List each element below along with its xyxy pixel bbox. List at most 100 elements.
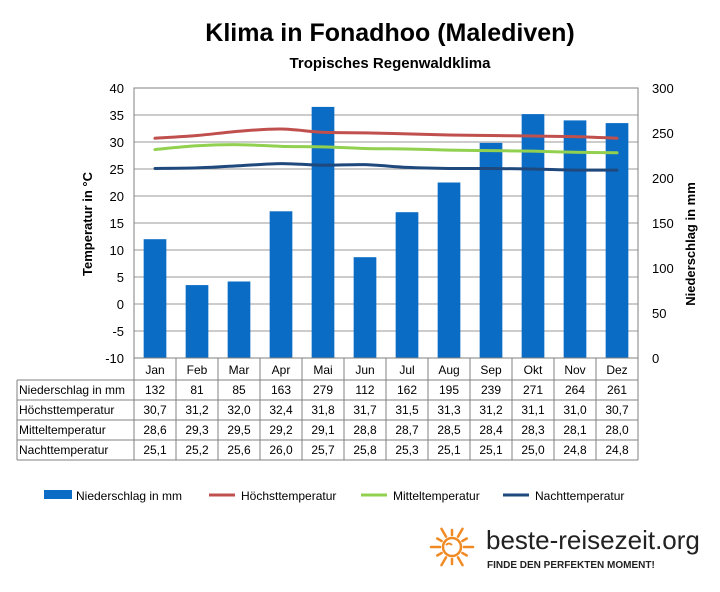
data-label: 28,3: [521, 423, 545, 437]
left-tick-label: 15: [110, 216, 124, 231]
data-label: 30,7: [143, 403, 167, 417]
sun-disc: [441, 536, 463, 558]
category-label: Jun: [355, 363, 374, 377]
left-tick-label: 25: [110, 162, 124, 177]
data-label: 28,6: [143, 423, 167, 437]
category-label: Sep: [480, 363, 502, 377]
data-label: 31,7: [353, 403, 377, 417]
category-label: Feb: [187, 363, 208, 377]
legend-item: Niederschlag in mm: [76, 489, 182, 503]
chart-subtitle: Tropisches Regenwaldklima: [290, 55, 492, 72]
legend-item: Höchsttemperatur: [241, 489, 336, 503]
precipitation-bar: [521, 114, 545, 358]
right-tick-label: 250: [652, 126, 674, 141]
precipitation-bar: [311, 106, 335, 359]
data-label: 31,2: [479, 403, 503, 417]
data-label: 28,8: [353, 423, 377, 437]
data-label: 25,8: [353, 443, 377, 457]
data-label: 28,5: [437, 423, 461, 437]
data-label: 24,8: [563, 443, 587, 457]
left-tick-label: -5: [112, 324, 124, 339]
category-label: Jul: [399, 363, 414, 377]
category-label: Nov: [564, 363, 585, 377]
precipitation-bar: [395, 212, 419, 358]
data-label: 195: [439, 383, 459, 397]
data-label: 112: [355, 383, 374, 397]
right-tick-label: 150: [652, 216, 674, 231]
temperature-lines: [153, 127, 619, 172]
data-label: 25,3: [395, 443, 419, 457]
brand-name: beste-reisezeit.org: [486, 525, 700, 555]
table-row-header: Höchsttemperatur: [19, 403, 114, 417]
data-label: 25,1: [143, 443, 167, 457]
data-table: Jan Feb Mar Apr Mai Jun Jul Aug Sep Okt Nov Dez Nied…: [16, 358, 639, 461]
brand-slogan: FINDE DEN PERFEKTEN MOMENT!: [487, 560, 655, 571]
category-label: Dez: [606, 363, 627, 377]
data-label: 271: [523, 383, 543, 397]
data-label: 132: [145, 383, 165, 397]
left-tick-label: 20: [110, 189, 124, 204]
data-label: 25,1: [479, 443, 503, 457]
grid-lines: [134, 87, 638, 359]
data-label: 239: [481, 383, 501, 397]
right-tick-label: 50: [652, 306, 666, 321]
data-label: 29,1: [311, 423, 335, 437]
data-label: 163: [271, 383, 291, 397]
data-label: 264: [565, 383, 585, 397]
right-tick-label: 200: [652, 171, 674, 186]
left-tick-label: 35: [110, 108, 124, 123]
data-label: 25,6: [227, 443, 251, 457]
sun-icon: [429, 527, 475, 567]
data-label: 25,1: [437, 443, 461, 457]
data-label: 279: [313, 383, 333, 397]
left-tick-label: 5: [117, 270, 124, 285]
data-label: 29,2: [269, 423, 293, 437]
left-axis-title: Temperatur in °C: [80, 171, 95, 276]
right-tick-label: 100: [652, 261, 674, 276]
sun-ray: [456, 556, 464, 567]
data-label: 31,8: [311, 403, 335, 417]
brand-logo: beste-reisezeit.org FINDE DEN PERFEKTEN …: [429, 525, 700, 571]
right-tick-label: 0: [652, 351, 659, 366]
sun-ray: [461, 537, 468, 543]
precipitation-bar: [269, 211, 293, 358]
data-label: 29,3: [185, 423, 209, 437]
night-temperature-line: [153, 162, 619, 172]
sun-glasses: [445, 542, 453, 546]
table-row-header: Mitteltemperatur: [19, 423, 106, 437]
category-label: Jan: [145, 363, 164, 377]
chart-title: Klima in Fonadhoo (Malediven): [205, 19, 574, 47]
data-label: 26,0: [269, 443, 293, 457]
sun-ray: [436, 551, 443, 557]
left-tick-label: 10: [110, 243, 124, 258]
right-axis-ticks: 0 50 100 150 200 250 300: [652, 81, 674, 366]
precipitation-bar: [479, 142, 503, 358]
left-axis-ticks: -10 -5 0 5 10 15 20 25 30 35 40: [105, 81, 124, 366]
category-label: Okt: [524, 363, 543, 377]
data-label: 31,1: [521, 403, 545, 417]
data-label: 28,7: [395, 423, 419, 437]
category-label: Aug: [438, 363, 459, 377]
right-axis-title: Niederschlag in mm: [683, 182, 698, 306]
data-label: 81: [190, 383, 204, 397]
sun-ray: [456, 527, 464, 538]
legend-item: Nachttemperatur: [535, 489, 624, 503]
data-label: 28,4: [479, 423, 503, 437]
data-label: 28,1: [563, 423, 587, 437]
precipitation-bar: [605, 123, 629, 358]
data-label: 162: [397, 383, 417, 397]
data-label: 24,8: [605, 443, 629, 457]
data-label: 31,3: [437, 403, 461, 417]
left-tick-label: 30: [110, 135, 124, 150]
left-tick-label: 0: [117, 297, 124, 312]
data-label: 32,4: [269, 403, 293, 417]
data-label: 28,0: [605, 423, 629, 437]
category-label: Mai: [313, 363, 332, 377]
legend-swatch: [44, 490, 72, 499]
data-label: 29,5: [227, 423, 251, 437]
data-label: 25,0: [521, 443, 545, 457]
left-tick-label: -10: [105, 351, 124, 366]
sun-ray: [461, 551, 468, 557]
data-label: 25,7: [311, 443, 335, 457]
data-label: 25,2: [185, 443, 209, 457]
